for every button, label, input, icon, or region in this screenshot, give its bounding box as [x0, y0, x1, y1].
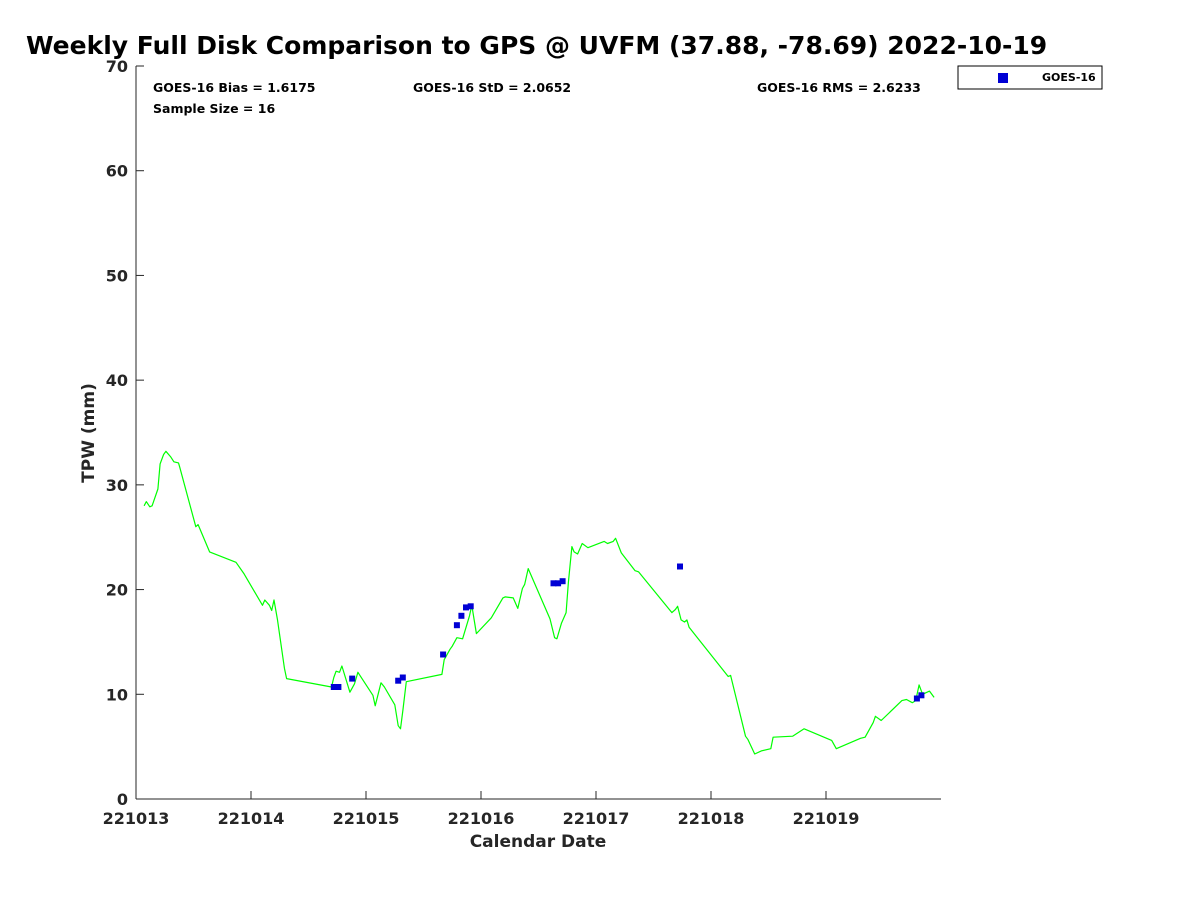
- x-tick-label: 221016: [448, 809, 515, 828]
- stat-sample-size: Sample Size = 16: [153, 101, 275, 116]
- stat-std: GOES-16 StD = 2.0652: [413, 80, 571, 95]
- x-tick-label: 221019: [793, 809, 860, 828]
- y-tick-label: 30: [106, 476, 128, 495]
- y-axis: 0 10 20 30 40 50 60 70: [106, 57, 144, 809]
- goes16-point: [453, 622, 460, 629]
- y-tick-label: 40: [106, 371, 128, 390]
- goes16-point: [913, 695, 920, 702]
- legend-box: [957, 65, 1103, 90]
- legend-marker-goes16: [998, 73, 1008, 83]
- goes16-point: [395, 677, 402, 684]
- y-tick-label: 70: [106, 57, 128, 76]
- gps-tpw-line: [143, 450, 935, 755]
- goes16-point: [463, 604, 469, 611]
- y-axis-label: TPW (mm): [79, 383, 99, 483]
- x-tick-label: 221017: [563, 809, 630, 828]
- goes16-point: [467, 603, 474, 610]
- goes16-point: [918, 692, 925, 699]
- goes16-point: [559, 578, 566, 585]
- goes16-point: [349, 675, 356, 682]
- x-tick-label: 221014: [218, 809, 285, 828]
- x-axis-label: Calendar Date: [470, 832, 607, 852]
- goes16-point: [677, 563, 683, 570]
- goes16-point: [399, 674, 406, 681]
- y-tick-label: 60: [106, 162, 128, 181]
- legend-label-goes16: GOES-16: [1042, 71, 1096, 84]
- y-tick-label: 0: [117, 790, 128, 809]
- legend: GOES-16: [957, 65, 1103, 90]
- goes16-point: [550, 580, 557, 587]
- x-axis: 221013 221014 221015 221016 221017 221018 2210…: [103, 791, 860, 828]
- goes16-point: [458, 612, 465, 619]
- x-tick-label: 221013: [103, 809, 170, 828]
- goes16-point: [335, 684, 342, 690]
- goes16-point: [555, 580, 562, 587]
- y-tick-label: 50: [106, 266, 128, 285]
- stat-bias: GOES-16 Bias = 1.6175: [153, 80, 315, 95]
- plot-area: [135, 66, 941, 800]
- chart-title: Weekly Full Disk Comparison to GPS @ UVF…: [26, 31, 1047, 60]
- x-tick-label: 221015: [333, 809, 400, 828]
- y-tick-label: 20: [106, 581, 128, 600]
- y-tick-label: 10: [106, 685, 128, 704]
- series-layer: [143, 450, 935, 755]
- stat-rms: GOES-16 RMS = 2.6233: [757, 80, 921, 95]
- goes16-point: [330, 684, 337, 690]
- goes16-point: [440, 651, 447, 658]
- x-tick-label: 221018: [678, 809, 745, 828]
